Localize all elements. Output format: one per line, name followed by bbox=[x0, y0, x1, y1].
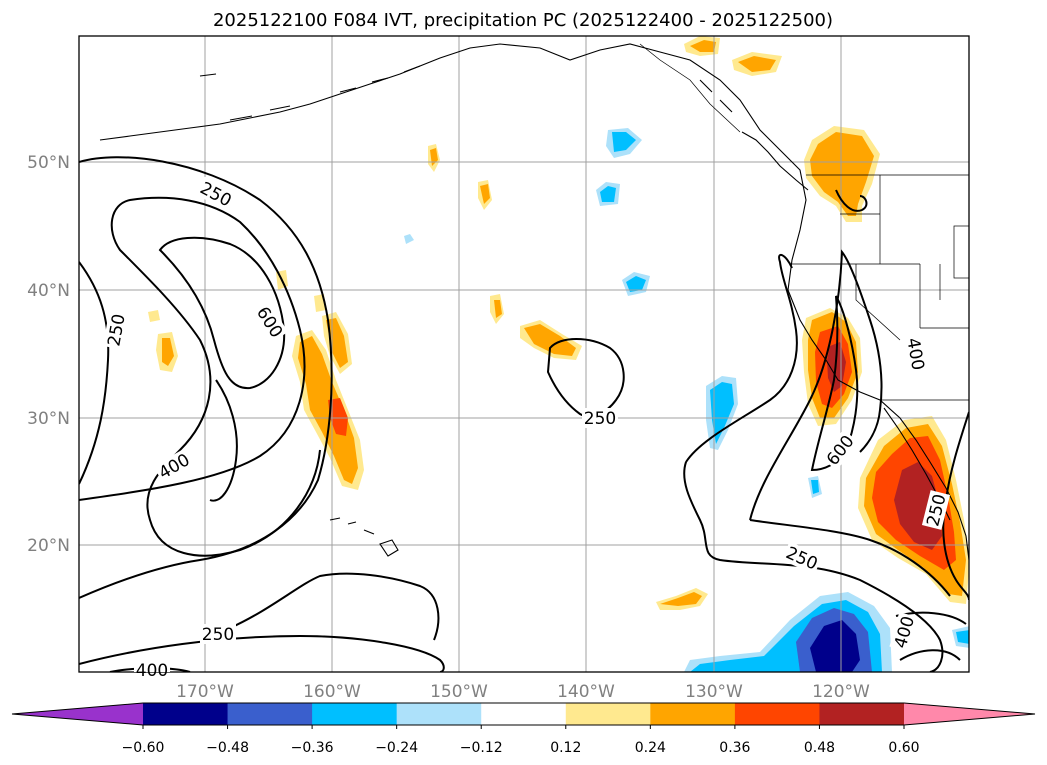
precip-negative-patch-g-cyan bbox=[956, 630, 969, 644]
precip-negative-patch-d-cyan bbox=[626, 276, 646, 292]
figure-title: 2025122100 F084 IVT, precipitation PC (2… bbox=[213, 10, 833, 31]
precip-area-alaska-1-orange bbox=[690, 40, 716, 52]
ivt-contour-600-west-inner bbox=[209, 379, 238, 502]
latitude-label-50n: 50°N bbox=[27, 153, 70, 173]
border-state-lines bbox=[790, 175, 969, 341]
colorbar-tick-label: −0.36 bbox=[291, 740, 334, 756]
colorbar-tick-label: 0.60 bbox=[888, 740, 919, 756]
contour-label-bg bbox=[781, 541, 823, 575]
political-borders bbox=[639, 43, 969, 401]
ivt-contour-east-edge bbox=[942, 411, 969, 601]
latitude-label-40n: 40°N bbox=[27, 281, 70, 301]
longitude-label-130w: 130°W bbox=[685, 682, 743, 702]
ivt-contour-400-east bbox=[749, 249, 951, 597]
ivt-contour-pnw bbox=[835, 189, 868, 212]
precip-patch-h-orange bbox=[660, 592, 702, 606]
precip-area-alaska-2-orange bbox=[738, 56, 776, 72]
colorbar-cell bbox=[734, 703, 820, 725]
ivt-contour-400-west bbox=[79, 196, 321, 557]
colorbar-tick-label: 0.48 bbox=[804, 740, 835, 756]
colorbar-tick-label: −0.24 bbox=[375, 740, 418, 756]
coastline-hawaii bbox=[329, 517, 399, 557]
border-ak-bc bbox=[639, 43, 741, 133]
precip-patch-b-orange bbox=[480, 184, 490, 204]
longitude-label-170w: 170°W bbox=[176, 682, 234, 702]
ivt-contour-250-mid bbox=[546, 338, 625, 418]
map-panel: 250 250 600 400 250 250 400 600 250 250 … bbox=[27, 35, 970, 702]
contour-label-bg bbox=[582, 408, 618, 428]
precip-negative-patch-a-cyan bbox=[710, 382, 734, 444]
longitude-labels: 170°W 160°W 150°W 140°W 130°W 120°W bbox=[176, 682, 870, 702]
contour-label-bg bbox=[889, 611, 919, 653]
longitude-label-160w: 160°W bbox=[303, 682, 361, 702]
colorbar-tick-label: 0.12 bbox=[550, 740, 581, 756]
contour-label-bg bbox=[153, 448, 195, 484]
colorbar-cell bbox=[143, 703, 229, 725]
precip-patch-d-orange bbox=[162, 338, 174, 366]
contour-label-bg bbox=[195, 176, 237, 212]
ivt-contour-600-west bbox=[158, 236, 286, 390]
border-frame-east bbox=[953, 225, 969, 279]
contour-label-bg bbox=[200, 624, 236, 644]
longitude-label-140w: 140°W bbox=[557, 682, 615, 702]
colorbar-ticks: −0.60 −0.48 −0.36 −0.24 −0.12 0.12 0.24 0.36 0.4… bbox=[122, 725, 920, 756]
colorbar-tick-label: 0.36 bbox=[719, 740, 750, 756]
latitude-labels: 50°N 40°N 30°N 20°N bbox=[27, 153, 70, 556]
precip-negative-patch-e-cyan bbox=[811, 480, 819, 494]
colorbar-tick-label: −0.12 bbox=[460, 740, 503, 756]
precip-area-mid-pacific-orange bbox=[524, 324, 576, 356]
colorbar-tick-label: −0.60 bbox=[122, 740, 165, 756]
contour-label-bg bbox=[103, 310, 129, 350]
precipitation-shading bbox=[148, 36, 969, 672]
colorbar-cell bbox=[396, 703, 482, 725]
colorbar-cell bbox=[819, 703, 905, 725]
contour-label-bg bbox=[921, 490, 951, 530]
ivt-contour-labels: 250 250 600 400 250 250 400 600 250 250 … bbox=[103, 176, 951, 681]
precip-area-central-pacific-red bbox=[328, 398, 348, 436]
colorbar-cell bbox=[650, 703, 736, 725]
precip-area-pnw-orange bbox=[810, 132, 874, 216]
contour-label-bg bbox=[134, 660, 170, 672]
colorbar-extend-max bbox=[904, 703, 1035, 725]
colorbar-cells bbox=[12, 703, 1035, 725]
colorbar-cell bbox=[227, 703, 313, 725]
contour-label-250: 250 bbox=[202, 625, 234, 645]
precip-negative-patch-b-cyan bbox=[612, 132, 636, 152]
colorbar-extend-min bbox=[12, 703, 143, 725]
colorbar-cell bbox=[565, 703, 651, 725]
precip-area-negative-south-navy bbox=[810, 620, 860, 672]
colorbar-tick-label: 0.24 bbox=[635, 740, 666, 756]
precip-area-central-pacific-orange bbox=[298, 336, 358, 484]
longitude-label-150w: 150°W bbox=[430, 682, 488, 702]
latitude-label-20n: 20°N bbox=[27, 536, 70, 556]
contour-label-bg bbox=[251, 301, 289, 343]
map-frame bbox=[78, 35, 970, 673]
latitude-label-30n: 30°N bbox=[27, 409, 70, 429]
precip-area-baja-darkred bbox=[894, 462, 942, 550]
contour-label-250: 250 bbox=[584, 409, 616, 429]
contour-label-400: 400 bbox=[136, 661, 168, 681]
coastline-bc-islands bbox=[699, 79, 809, 191]
contour-label-bg bbox=[821, 429, 859, 471]
colorbar: −0.60 −0.48 −0.36 −0.24 −0.12 0.12 0.24 0.36 0.4… bbox=[11, 702, 1036, 756]
colorbar-cell bbox=[312, 703, 398, 725]
colorbar-tick-label: −0.48 bbox=[206, 740, 249, 756]
precip-patch-c-orange bbox=[494, 300, 502, 318]
precip-negative-patch-f bbox=[404, 234, 414, 244]
precip-patch-e bbox=[148, 310, 160, 322]
ivt-contour-250-west-outer bbox=[79, 156, 333, 599]
colorbar-outline bbox=[11, 702, 1036, 726]
longitude-label-120w: 120°W bbox=[812, 682, 870, 702]
coastline-alaska-islands bbox=[199, 65, 421, 121]
contour-label-bg bbox=[903, 334, 929, 374]
colorbar-cell bbox=[481, 703, 567, 725]
precip-negative-patch-c-cyan bbox=[600, 186, 616, 202]
